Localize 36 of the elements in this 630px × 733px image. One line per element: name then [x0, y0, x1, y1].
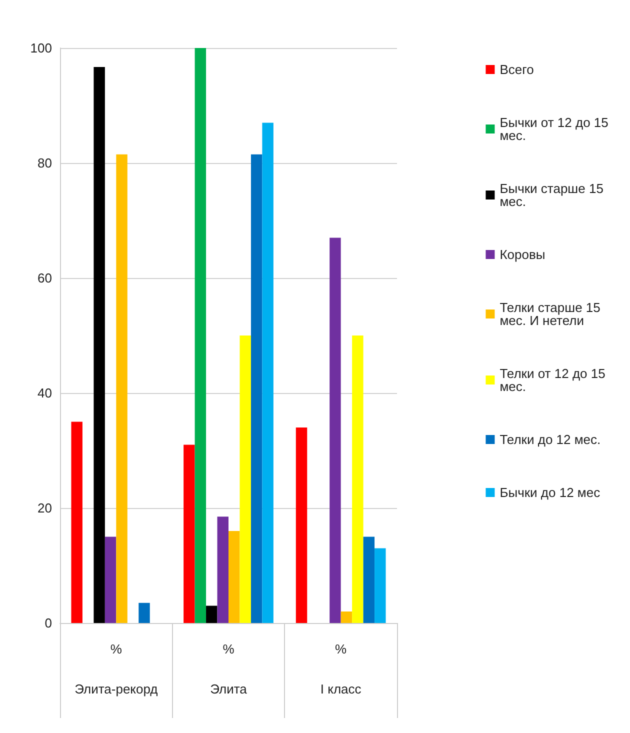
legend-label: Всего: [500, 62, 534, 77]
bar: [71, 422, 82, 623]
bar: [116, 154, 128, 623]
bar: [184, 444, 195, 623]
y-tick-label: 80: [38, 156, 52, 170]
bar: [352, 336, 364, 623]
y-tick-label: 0: [44, 616, 52, 630]
bar: [240, 336, 251, 623]
legend-label: Коровы: [500, 247, 546, 262]
legend-label: Телки от 12 до 15 мес.: [500, 366, 609, 394]
bar: [340, 612, 352, 623]
category-label: % Элита: [210, 642, 247, 696]
category-label: % Элита-рекорд: [74, 642, 158, 696]
legend-label: Бычки старше 15 мес.: [500, 181, 608, 209]
bar: [138, 602, 150, 623]
legend-label: Телки старше 15 мес. И нетели: [500, 300, 604, 328]
bar: [296, 428, 308, 623]
bar: [228, 531, 240, 623]
y-tick-label: 40: [38, 386, 52, 400]
bar: [104, 536, 116, 623]
bar: [94, 66, 105, 623]
y-tick-label: 60: [38, 270, 52, 286]
y-tick-label: 20: [38, 500, 52, 516]
bar: [194, 48, 206, 623]
legend-label: Телки до 12 мес.: [500, 432, 601, 447]
bar: [206, 606, 218, 623]
legend-label: Бычки до 12 мес: [500, 485, 601, 500]
bar: [363, 536, 375, 623]
category-label: % I класс: [320, 642, 362, 696]
bar: [262, 122, 274, 623]
bar: [374, 548, 386, 623]
bar: [217, 516, 228, 623]
legend-label: Бычки от 12 до 15 мес.: [500, 115, 612, 143]
y-tick-label: 100: [30, 40, 52, 56]
bar: [330, 238, 341, 623]
bar: [250, 154, 262, 623]
